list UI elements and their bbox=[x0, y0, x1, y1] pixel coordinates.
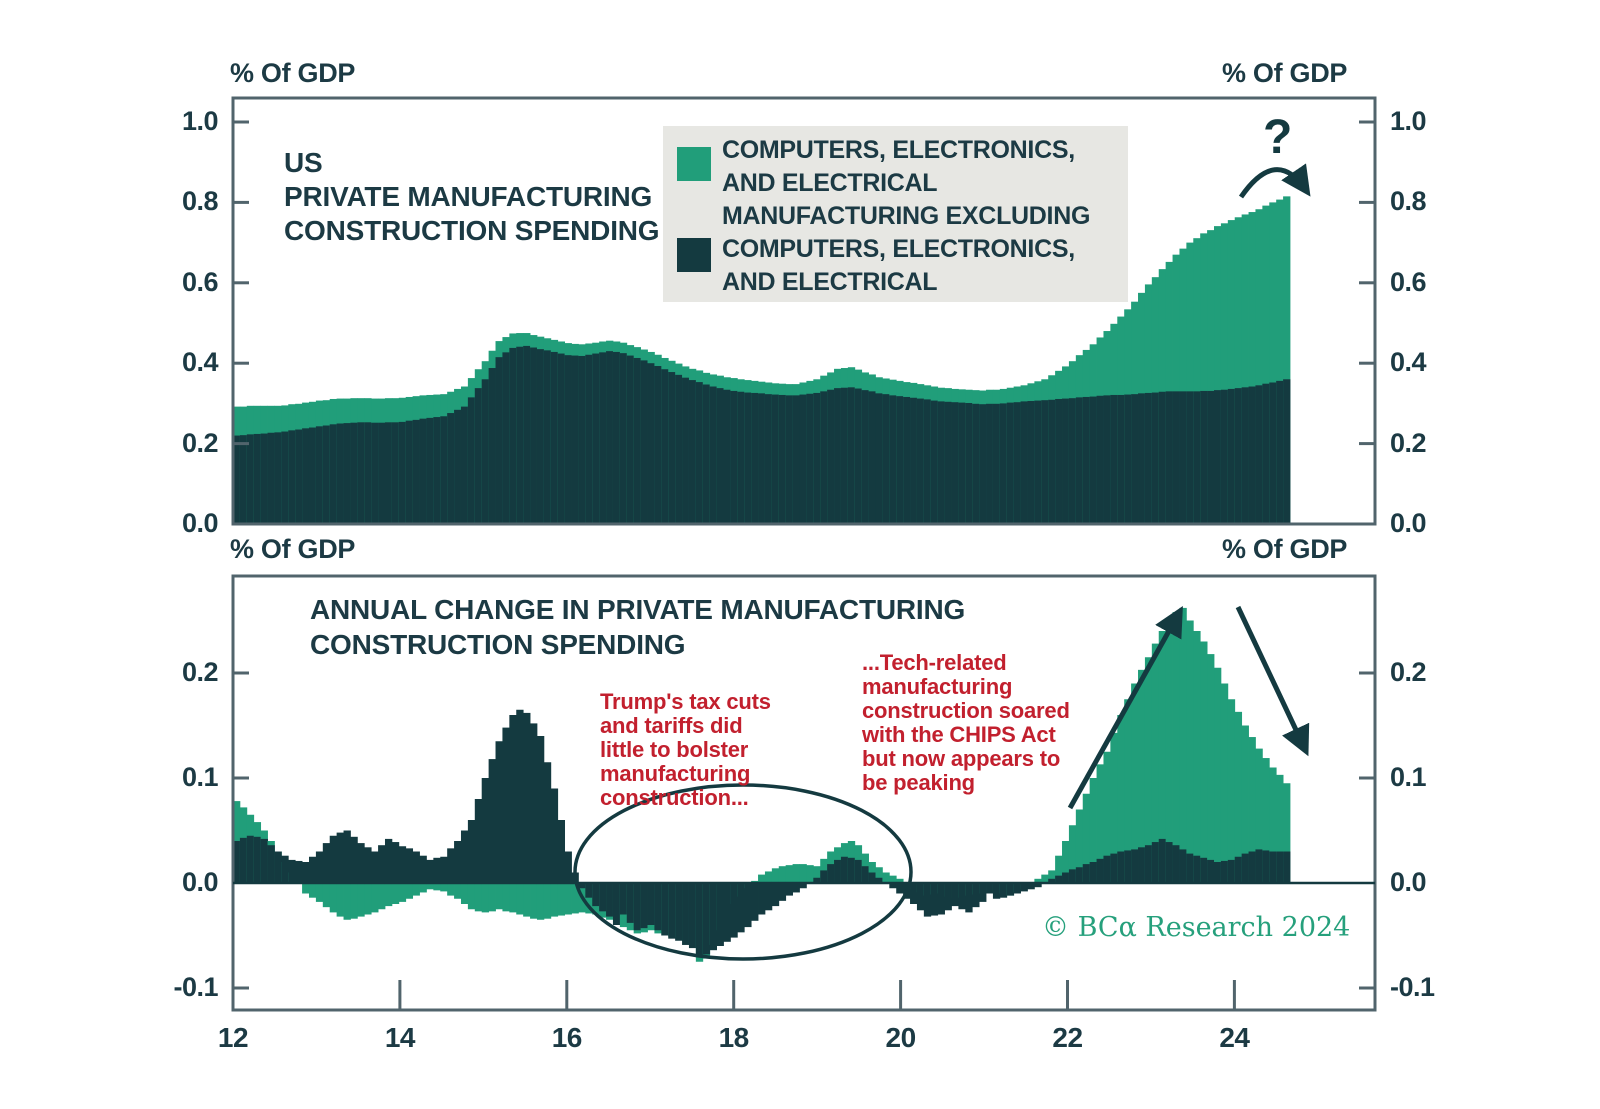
tick-label: 12 bbox=[193, 1022, 273, 1054]
tick-label: -0.1 bbox=[108, 972, 218, 1003]
question-mark: ? bbox=[1263, 110, 1292, 165]
bottom-unit-right: % Of GDP bbox=[1222, 534, 1347, 565]
legend-swatch-green bbox=[677, 147, 711, 181]
tick-label: 0.8 bbox=[120, 186, 218, 217]
legend: COMPUTERS, ELECTRONICS, AND ELECTRICAL M… bbox=[663, 126, 1128, 302]
tick-label: 0.4 bbox=[1390, 347, 1488, 378]
tick-label: 1.0 bbox=[1390, 106, 1488, 137]
tick-label: 0.0 bbox=[108, 867, 218, 898]
legend-swatch-dark bbox=[677, 238, 711, 272]
legend-label-ex-computers: MANUFACTURING EXCLUDING COMPUTERS, ELECT… bbox=[722, 200, 1090, 299]
tick-label: 20 bbox=[861, 1022, 941, 1054]
annotation-trump-tax-cuts: Trump's tax cuts and tariffs did little … bbox=[600, 690, 820, 810]
tick-label: 0.1 bbox=[108, 762, 218, 793]
tick-label: 18 bbox=[694, 1022, 774, 1054]
top-unit-left: % Of GDP bbox=[230, 58, 355, 89]
tick-label: 24 bbox=[1194, 1022, 1274, 1054]
top-unit-right: % Of GDP bbox=[1222, 58, 1347, 89]
tick-label: 14 bbox=[360, 1022, 440, 1054]
tick-label: 0.6 bbox=[1390, 267, 1488, 298]
tick-label: 22 bbox=[1028, 1022, 1108, 1054]
tick-label: 0.2 bbox=[1390, 428, 1488, 459]
tick-label: -0.1 bbox=[1390, 972, 1500, 1003]
tick-label: 16 bbox=[527, 1022, 607, 1054]
annotation-chips-act: ...Tech-related manufacturing constructi… bbox=[862, 651, 1112, 795]
tick-label: 0.2 bbox=[1390, 657, 1500, 688]
tick-label: 0.4 bbox=[120, 347, 218, 378]
tick-label: 0.0 bbox=[120, 508, 218, 539]
chart-page: % Of GDP % Of GDP US PRIVATE MANUFACTURI… bbox=[0, 0, 1600, 1109]
tick-label: 0.0 bbox=[1390, 508, 1488, 539]
bca-research-copyright: © BCα Research 2024 bbox=[1042, 912, 1350, 943]
tick-label: 0.2 bbox=[108, 657, 218, 688]
legend-label-computers: COMPUTERS, ELECTRONICS, AND ELECTRICAL bbox=[722, 134, 1075, 200]
bottom-unit-left: % Of GDP bbox=[230, 534, 355, 565]
tick-label: 0.0 bbox=[1390, 867, 1500, 898]
tick-label: 0.8 bbox=[1390, 186, 1488, 217]
top-chart-title: US PRIVATE MANUFACTURING CONSTRUCTION SP… bbox=[284, 146, 659, 248]
tick-label: 1.0 bbox=[120, 106, 218, 137]
tick-label: 0.2 bbox=[120, 428, 218, 459]
tick-label: 0.6 bbox=[120, 267, 218, 298]
tick-label: 0.1 bbox=[1390, 762, 1500, 793]
